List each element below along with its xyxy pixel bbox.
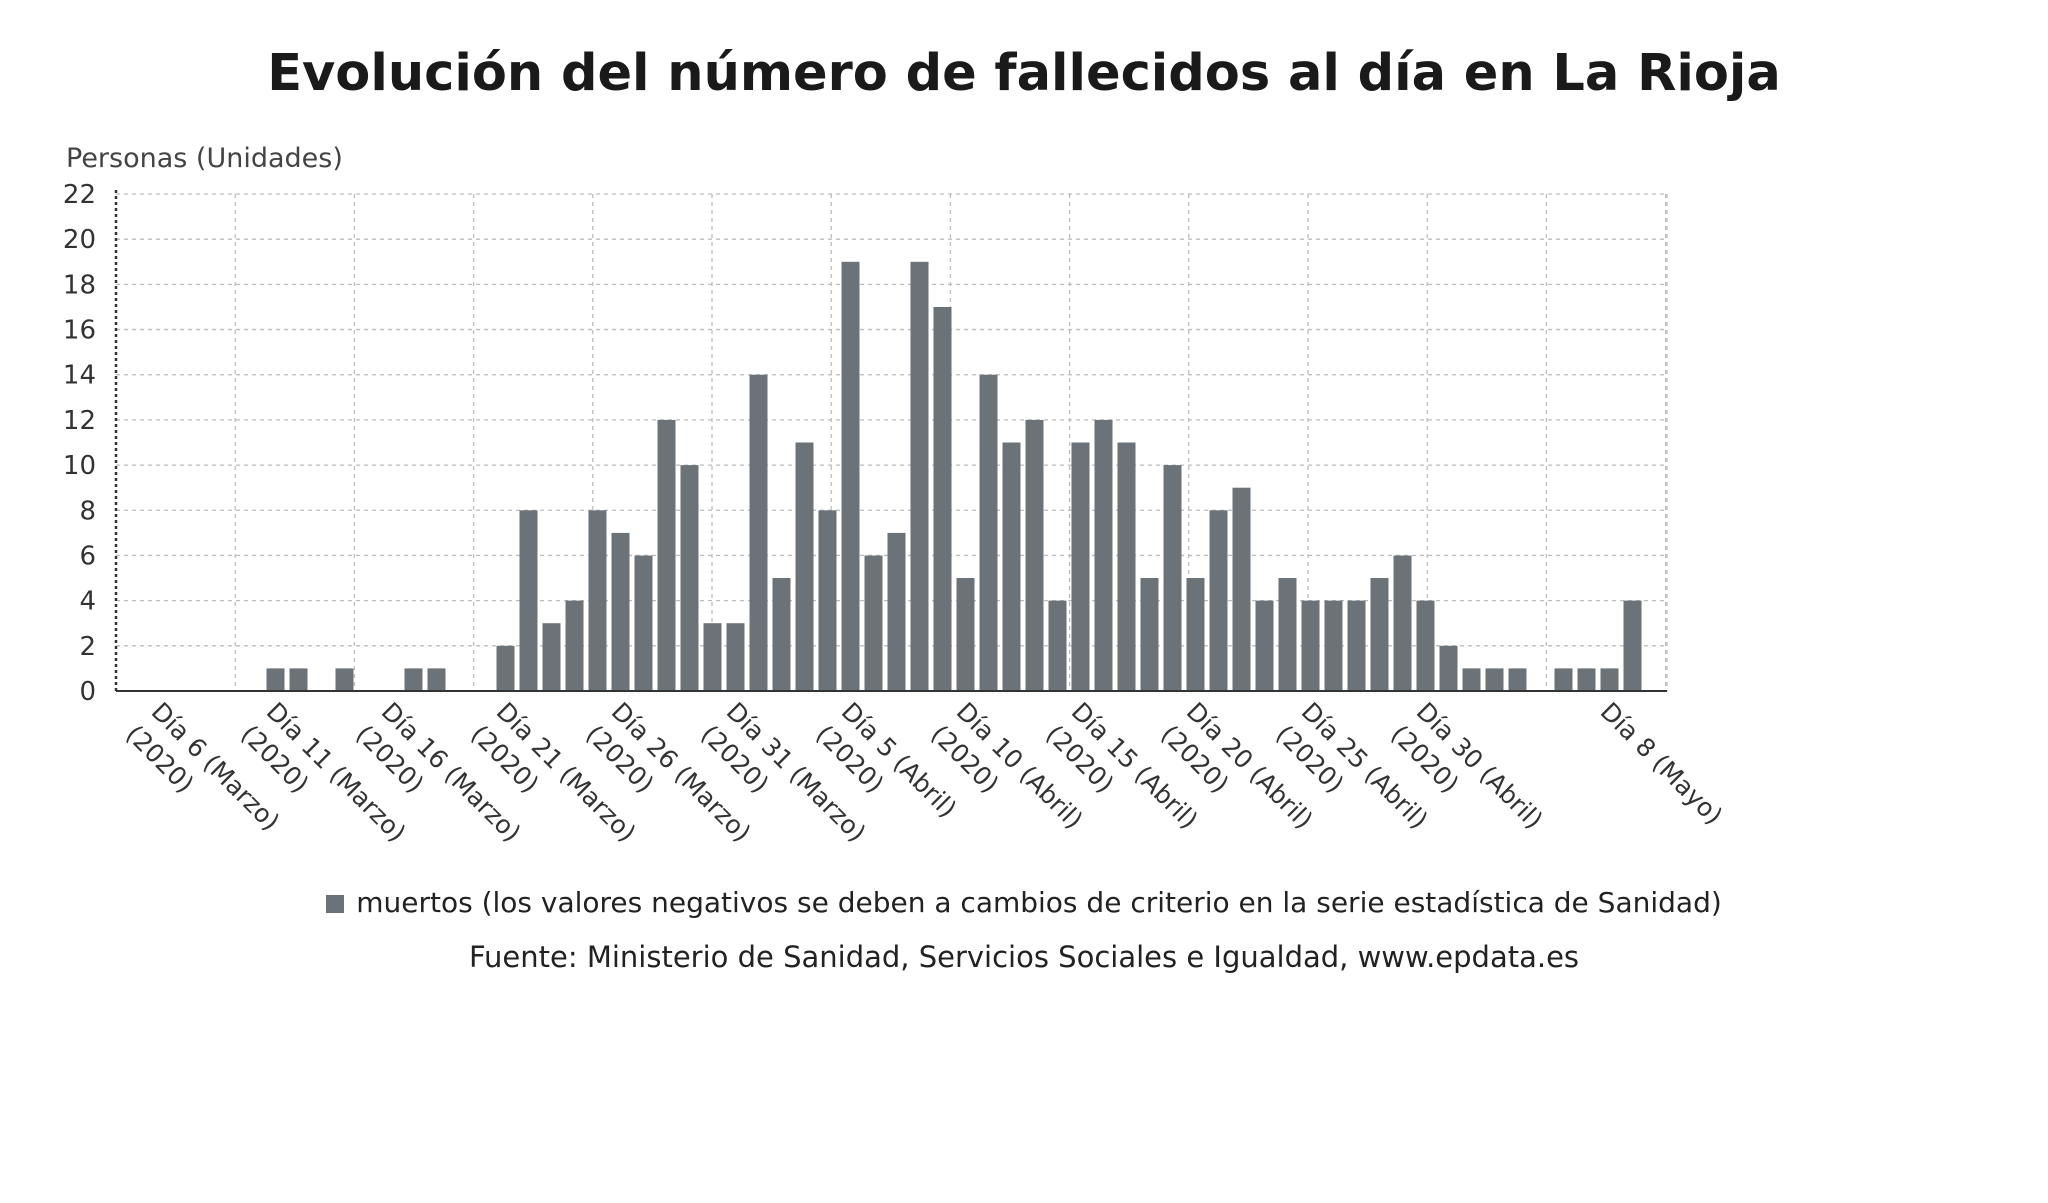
bar bbox=[887, 532, 906, 691]
bar bbox=[1370, 578, 1389, 691]
bar bbox=[1071, 442, 1090, 691]
x-tick-label: Día 8 (Mayo) bbox=[1595, 697, 1729, 831]
bar bbox=[1301, 600, 1320, 691]
legend-label: muertos (los valores negativos se deben … bbox=[356, 886, 1722, 919]
y-tick-label: 20 bbox=[63, 225, 96, 255]
y-tick-label: 22 bbox=[63, 180, 96, 210]
bar bbox=[1025, 419, 1044, 691]
bar bbox=[1623, 600, 1642, 691]
bar bbox=[818, 510, 837, 691]
x-tick-label: Día 15 (Abril)(2020) bbox=[1040, 697, 1203, 835]
bar bbox=[1140, 578, 1159, 691]
bar bbox=[1232, 487, 1251, 691]
bar bbox=[795, 442, 814, 691]
chart-title: Evolución del número de fallecidos al dí… bbox=[267, 44, 1781, 103]
axes bbox=[114, 190, 1667, 692]
bar bbox=[611, 532, 630, 691]
bar bbox=[1416, 600, 1435, 691]
bar bbox=[680, 465, 699, 691]
bar bbox=[565, 600, 584, 691]
bar bbox=[266, 668, 285, 691]
bar bbox=[749, 374, 768, 691]
bar bbox=[1048, 600, 1067, 691]
y-tick-label: 8 bbox=[79, 496, 96, 526]
x-tick-label-line1: Día 8 (Mayo) bbox=[1595, 697, 1729, 831]
y-axis-label: Personas (Unidades) bbox=[66, 143, 343, 174]
bar bbox=[657, 419, 676, 691]
bar bbox=[979, 374, 998, 691]
bar bbox=[772, 578, 791, 691]
bar bbox=[1462, 668, 1481, 691]
bars bbox=[266, 261, 1642, 691]
legend-swatch bbox=[326, 895, 345, 913]
bar bbox=[956, 578, 975, 691]
bar bbox=[1278, 578, 1297, 691]
y-tick-label: 10 bbox=[63, 451, 96, 481]
y-tick-label: 12 bbox=[63, 406, 96, 436]
bar bbox=[542, 623, 561, 691]
x-tick-label: Día 20 (Abril)(2020) bbox=[1155, 697, 1318, 835]
bar bbox=[1393, 555, 1412, 691]
bar bbox=[289, 668, 308, 691]
bar bbox=[1186, 578, 1205, 691]
y-axis-ticks: 0 2 4 6 8 10 12 14 16 18 20 22 bbox=[63, 180, 96, 707]
bar bbox=[404, 668, 423, 691]
bar bbox=[1485, 668, 1504, 691]
bar bbox=[335, 668, 354, 691]
y-tick-label: 16 bbox=[63, 316, 96, 346]
bar bbox=[1508, 668, 1527, 691]
bar bbox=[1324, 600, 1343, 691]
bar bbox=[1094, 419, 1113, 691]
bar bbox=[1600, 668, 1619, 691]
bar bbox=[588, 510, 607, 691]
bar bbox=[519, 510, 538, 691]
bar bbox=[1209, 510, 1228, 691]
x-tick-label: Día 30 (Abril)(2020) bbox=[1385, 697, 1548, 835]
bar bbox=[1577, 668, 1596, 691]
bar bbox=[1002, 442, 1021, 691]
y-tick-label: 2 bbox=[79, 632, 96, 662]
y-tick-label: 4 bbox=[79, 587, 96, 617]
y-tick-label: 14 bbox=[63, 361, 96, 391]
x-axis-ticks: Día 6 (Marzo)(2020) Día 11 (Marzo)(2020) D… bbox=[120, 697, 1729, 848]
x-tick-label: Día 10 (Abril)(2020) bbox=[925, 697, 1088, 835]
bar bbox=[1117, 442, 1136, 691]
bar bbox=[841, 261, 860, 691]
bar bbox=[1439, 645, 1458, 691]
bar bbox=[634, 555, 653, 691]
bar bbox=[726, 623, 745, 691]
bar bbox=[864, 555, 883, 691]
bar bbox=[933, 307, 952, 691]
bar bbox=[1163, 465, 1182, 691]
legend: muertos (los valores negativos se deben … bbox=[0, 886, 2048, 919]
bar bbox=[1347, 600, 1366, 691]
y-tick-label: 6 bbox=[79, 541, 96, 571]
y-tick-label: 0 bbox=[79, 677, 96, 707]
bar bbox=[703, 623, 722, 691]
bar bbox=[427, 668, 446, 691]
x-tick-label: Día 25 (Abril)(2020) bbox=[1270, 697, 1433, 835]
y-tick-label: 18 bbox=[63, 270, 96, 300]
bar bbox=[910, 261, 929, 691]
bar bbox=[1255, 600, 1274, 691]
x-tick-label: Día 6 (Marzo)(2020) bbox=[120, 697, 285, 837]
source-note: Fuente: Ministerio de Sanidad, Servicios… bbox=[468, 940, 1580, 974]
bar bbox=[1554, 668, 1573, 691]
bar bbox=[496, 645, 515, 691]
